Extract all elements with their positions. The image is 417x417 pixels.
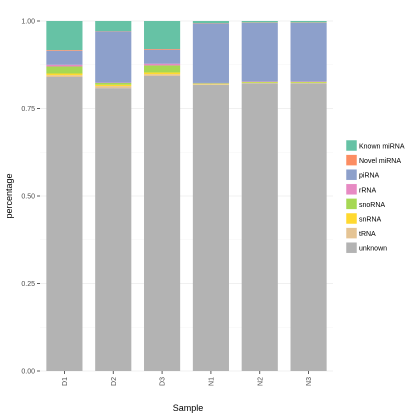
bar-segment — [46, 77, 83, 371]
y-tick-label: 0.75 — [21, 106, 35, 113]
x-tick-label: N3 — [306, 377, 313, 386]
legend-key — [345, 168, 358, 181]
bar-segment — [144, 49, 181, 64]
bar-segment — [46, 21, 83, 51]
legend-label: rRNA — [359, 187, 376, 194]
bar-segment — [290, 81, 327, 83]
legend-key — [345, 227, 358, 239]
x-tick-label: N1 — [208, 377, 215, 386]
legend-key — [345, 139, 358, 152]
x-axis-title: Sample — [173, 403, 204, 413]
legend-key — [345, 212, 358, 225]
bar-segment — [46, 50, 83, 65]
x-axis: D1 D2 D3 N1 N2 N3 — [62, 371, 313, 386]
legend-key — [345, 154, 358, 166]
bar-segment — [192, 23, 229, 83]
x-tick-label: N2 — [257, 377, 264, 386]
bar-segment — [46, 64, 83, 67]
bar-segment — [46, 66, 83, 74]
grid-lines — [40, 20, 333, 372]
bar-segment — [290, 22, 327, 82]
y-axis-title: percentage — [4, 173, 14, 218]
legend-label: piRNA — [359, 173, 380, 180]
bar-segment — [144, 74, 181, 76]
legend-label: Known miRNA — [359, 144, 405, 151]
bar-segment — [46, 50, 83, 51]
bar-segment — [95, 21, 132, 32]
bar-segment — [95, 84, 132, 87]
bar-segment — [290, 83, 327, 372]
legend: Known miRNA Novel miRNA piRNA rRNA snoRNA snR… — [345, 139, 405, 254]
bar-segment — [144, 49, 181, 50]
y-tick-label: 0.50 — [21, 194, 35, 201]
legend-key — [345, 198, 358, 210]
bar-segment — [241, 21, 278, 23]
bar-segment — [95, 82, 132, 85]
legend-label: snRNA — [359, 217, 382, 224]
bar-segment — [95, 86, 132, 89]
bar-segment — [144, 75, 181, 371]
bar-segment — [46, 75, 83, 77]
x-tick-label: D1 — [62, 377, 69, 386]
bar-segment — [192, 83, 229, 84]
bar-segment — [144, 21, 181, 49]
bar-segment — [46, 73, 83, 76]
legend-key — [345, 241, 358, 254]
bar-segment — [144, 65, 181, 73]
bar-segment — [95, 31, 132, 83]
bar-segment — [192, 21, 229, 24]
bar-segment — [241, 81, 278, 83]
x-tick-label: D3 — [160, 377, 167, 386]
legend-key — [345, 183, 358, 196]
x-tick-label: D2 — [111, 377, 118, 386]
y-tick-label: 0.25 — [21, 281, 35, 288]
legend-label: tRNA — [359, 231, 376, 238]
legend-label: unknown — [359, 246, 387, 253]
bar-segment — [144, 63, 181, 66]
legend-label: snoRNA — [359, 202, 385, 209]
legend-label: Novel miRNA — [359, 158, 401, 165]
bar-segment — [241, 22, 278, 82]
bar-segment — [290, 21, 327, 23]
y-tick-label: 0.00 — [21, 369, 35, 376]
bar-segment — [95, 88, 132, 371]
bar-segment — [241, 83, 278, 372]
y-tick-label: 1.00 — [21, 19, 35, 26]
bar-segment — [192, 84, 229, 371]
y-axis: 0.00 0.25 0.50 0.75 1.00 — [21, 19, 40, 376]
bar-segment — [144, 72, 181, 75]
bar-stacks — [46, 21, 327, 372]
